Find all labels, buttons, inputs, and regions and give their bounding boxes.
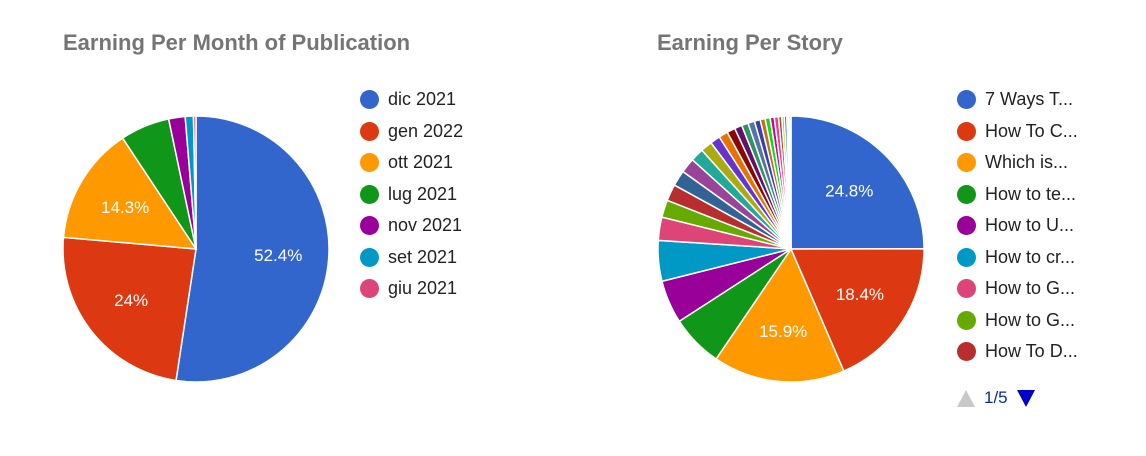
legend-label: How To C... bbox=[985, 120, 1078, 141]
pie-slice[interactable] bbox=[789, 115, 792, 250]
slice-data-label: 18.4% bbox=[836, 285, 884, 304]
slice-data-label: 14.3% bbox=[101, 198, 149, 217]
legend-month: dic 2021 gen 2022 ott 2021 lug 2021 nov 2021… bbox=[360, 84, 463, 305]
pie-slice[interactable] bbox=[62, 236, 197, 382]
legend-label: ott 2021 bbox=[388, 152, 454, 173]
pie-slice[interactable] bbox=[789, 248, 925, 373]
legend-swatch-icon bbox=[957, 247, 976, 267]
legend-item[interactable]: lug 2021 bbox=[360, 179, 463, 211]
legend-item[interactable]: set 2021 bbox=[360, 242, 463, 274]
legend-swatch-icon bbox=[360, 184, 379, 204]
legend-item[interactable]: How to G... bbox=[957, 273, 1078, 305]
chart-title: Earning Per Story bbox=[657, 30, 843, 55]
legend-item[interactable]: Which is... bbox=[957, 147, 1078, 179]
legend-swatch-icon bbox=[360, 279, 379, 299]
legend-swatch-icon bbox=[957, 216, 976, 236]
chart-panel-month: Earning Per Month of Publication 52.4% 24… bbox=[62, 30, 463, 383]
legend-label: Which is... bbox=[985, 152, 1069, 173]
legend-label: How to cr... bbox=[985, 246, 1076, 267]
pie-chart-story: 24.8% 18.4% 15.9% bbox=[657, 115, 925, 383]
legend-label: How to U... bbox=[985, 215, 1075, 236]
legend-swatch-icon bbox=[957, 184, 976, 204]
legend-swatch-icon bbox=[957, 90, 976, 110]
legend-item[interactable]: 7 Ways T... bbox=[957, 84, 1078, 116]
pie-slice[interactable] bbox=[192, 115, 197, 250]
legend-label: 7 Ways T... bbox=[985, 89, 1074, 110]
legend-item[interactable]: ott 2021 bbox=[360, 147, 463, 179]
legend-label: How to G... bbox=[985, 309, 1076, 330]
legend-swatch-icon bbox=[957, 153, 976, 173]
legend-swatch-icon bbox=[360, 90, 379, 110]
legend-item[interactable]: giu 2021 bbox=[360, 273, 463, 305]
pie-slice[interactable] bbox=[62, 137, 198, 250]
legend-label: set 2021 bbox=[388, 246, 458, 267]
pie-slice[interactable] bbox=[175, 115, 330, 383]
legend-swatch-icon bbox=[360, 153, 379, 173]
chart-title: Earning Per Month of Publication bbox=[63, 30, 411, 55]
legend-item[interactable]: How to G... bbox=[957, 305, 1078, 337]
chart-panel-story: Earning Per Story 24.8% 18.4% 15.9% 7 Ways… bbox=[573, 0, 1146, 456]
legend-pager: 1/5 bbox=[957, 388, 1035, 408]
legend-label: How to te... bbox=[985, 183, 1077, 204]
legend-item[interactable]: dic 2021 bbox=[360, 84, 463, 116]
legend-item[interactable]: How To D... bbox=[957, 336, 1078, 368]
legend-label: lug 2021 bbox=[388, 183, 458, 204]
legend-swatch-icon bbox=[957, 279, 976, 299]
legend-item[interactable]: gen 2022 bbox=[360, 116, 463, 148]
slice-data-label: 52.4% bbox=[254, 246, 302, 265]
pie-slice[interactable] bbox=[715, 247, 845, 383]
legend-item[interactable]: How to cr... bbox=[957, 242, 1078, 274]
legend-label: gen 2022 bbox=[388, 120, 464, 141]
legend-story: 7 Ways T... How To C... Which is... How to … bbox=[957, 84, 1078, 368]
legend-swatch-icon bbox=[957, 121, 976, 141]
slice-data-label: 15.9% bbox=[759, 322, 807, 341]
legend-page-label: 1/5 bbox=[984, 388, 1008, 407]
legend-item[interactable]: How To C... bbox=[957, 116, 1078, 148]
pie-chart-month: 52.4% 24% 14.3% bbox=[62, 115, 330, 383]
legend-item[interactable]: nov 2021 bbox=[360, 210, 463, 242]
legend-label: giu 2021 bbox=[388, 278, 458, 299]
legend-swatch-icon bbox=[957, 310, 976, 330]
triangle-down-icon[interactable] bbox=[1016, 389, 1035, 407]
slice-data-label: 24% bbox=[114, 291, 148, 310]
legend-label: nov 2021 bbox=[388, 215, 463, 236]
legend-swatch-icon bbox=[360, 121, 379, 141]
legend-label: dic 2021 bbox=[388, 89, 457, 110]
legend-item[interactable]: How to U... bbox=[957, 210, 1078, 242]
slice-data-label: 24.8% bbox=[825, 182, 873, 201]
legend-swatch-icon bbox=[957, 342, 976, 362]
legend-label: How to G... bbox=[985, 278, 1076, 299]
legend-label: How To D... bbox=[985, 341, 1078, 362]
legend-swatch-icon bbox=[360, 247, 379, 267]
legend-swatch-icon bbox=[360, 216, 379, 236]
legend-item[interactable]: How to te... bbox=[957, 179, 1078, 211]
pie-slice[interactable] bbox=[790, 115, 925, 250]
triangle-up-icon bbox=[957, 389, 975, 407]
